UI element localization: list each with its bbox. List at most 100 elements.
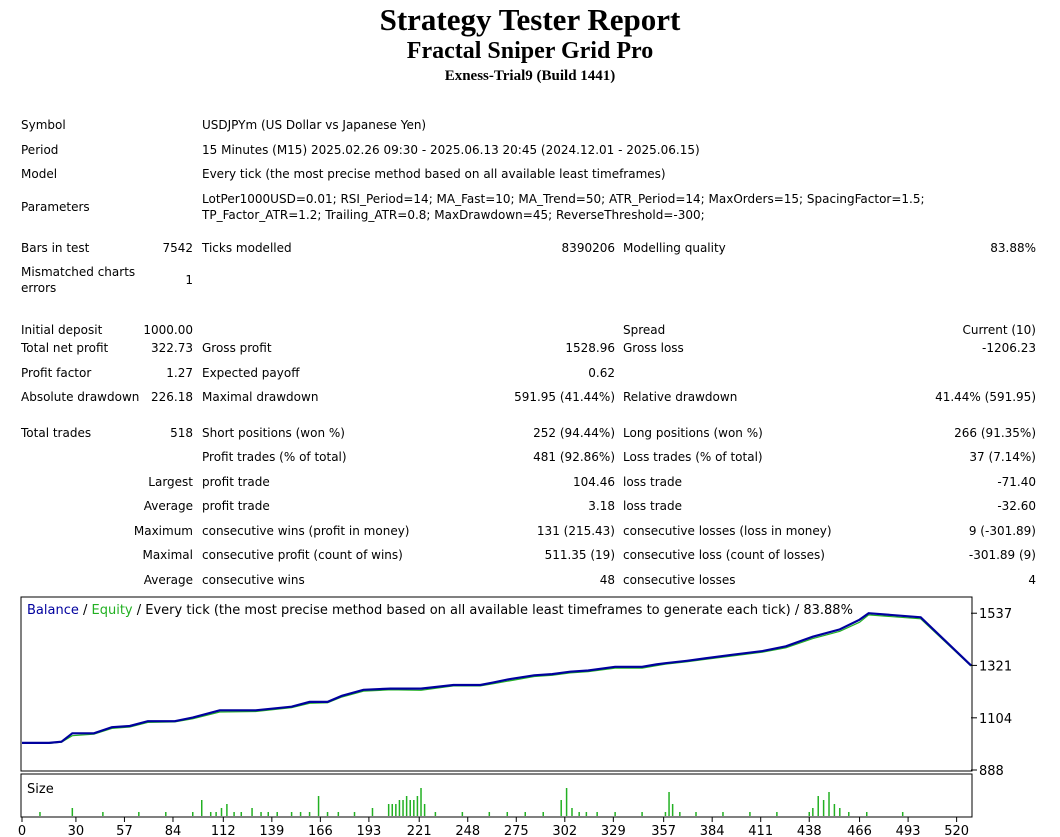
volume-label: Size	[27, 782, 54, 797]
gross-loss-label: Gross loss	[623, 341, 684, 355]
period-label: Period	[21, 143, 59, 157]
server-build: Exness-Trial9 (Build 1441)	[444, 68, 616, 84]
avg-cons-losses-value: 4	[1028, 573, 1036, 587]
y-tick-label: 888	[979, 764, 1004, 779]
abs-dd-label: Absolute drawdown	[21, 390, 140, 404]
largest-profit-value: 104.46	[573, 475, 615, 489]
report-title: Strategy Tester Report	[379, 2, 681, 37]
x-tick-label: 57	[116, 824, 133, 837]
chart-main-frame	[20, 596, 973, 772]
x-tick-label: 84	[165, 824, 182, 837]
loss-trades-value: 37 (7.14%)	[969, 450, 1036, 464]
ticks-label: Ticks modelled	[202, 241, 292, 255]
net-profit-value: 322.73	[151, 341, 193, 355]
maximal-cons-loss-label: consecutive loss (count of losses)	[623, 548, 825, 562]
x-tick-label: 384	[700, 824, 725, 837]
model-label: Model	[21, 167, 58, 181]
legend-balance: Balance	[27, 603, 79, 618]
maximum-label: Maximum	[133, 524, 193, 538]
maximal-cons-profit-label: consecutive profit (count of wins)	[202, 548, 403, 562]
ticks-value: 8390206	[561, 241, 615, 255]
mismatch-label-1: Mismatched charts	[21, 265, 136, 279]
legend-sep: /	[79, 603, 92, 618]
spread-value: Current (10)	[962, 323, 1036, 337]
parameters-label: Parameters	[21, 200, 90, 214]
gross-loss-value: -1206.23	[982, 341, 1036, 355]
avg-cons-losses-label: consecutive losses	[623, 573, 736, 587]
x-tick-label: 275	[504, 824, 529, 837]
rel-dd-label: Relative drawdown	[623, 390, 738, 404]
x-tick-label: 357	[651, 824, 676, 837]
x-tick-label: 221	[407, 824, 432, 837]
x-tick-label: 166	[308, 824, 333, 837]
expected-payoff-value: 0.62	[588, 366, 615, 380]
y-tick-label: 1321	[979, 659, 1012, 674]
x-tick-label: 112	[211, 824, 236, 837]
largest-loss-label: loss trade	[623, 475, 682, 489]
rel-dd-value: 41.44% (591.95)	[935, 390, 1036, 404]
x-tick-label: 30	[68, 824, 85, 837]
maximal-cons-profit-value: 511.35 (19)	[544, 548, 615, 562]
chart-legend: Balance / Equity / Every tick (the most …	[27, 603, 853, 618]
legend-description: / Every tick (the most precise method ba…	[133, 603, 853, 618]
bars-label: Bars in test	[21, 241, 90, 255]
max-dd-value: 591.95 (41.44%)	[514, 390, 615, 404]
max-dd-label: Maximal drawdown	[202, 390, 319, 404]
initial-deposit-label: Initial deposit	[21, 323, 103, 337]
abs-dd-value: 226.18	[151, 390, 193, 404]
avg-label: Average	[143, 573, 193, 587]
average-loss-label: loss trade	[623, 499, 682, 513]
balance-equity-chart: Balance / Equity / Every tick (the most …	[18, 596, 1012, 837]
model-value: Every tick (the most precise method base…	[202, 167, 666, 181]
max-cons-wins-value: 131 (215.43)	[536, 524, 615, 538]
avg-cons-wins-value: 48	[599, 573, 615, 587]
largest-loss-value: -71.40	[997, 475, 1036, 489]
x-tick-label: 329	[601, 824, 626, 837]
expert-name: Fractal Sniper Grid Pro	[406, 38, 654, 64]
short-value: 252 (94.44%)	[533, 426, 615, 440]
largest-label: Largest	[148, 475, 193, 489]
average-profit-value: 3.18	[588, 499, 615, 513]
mismatch-label-2: errors	[21, 281, 57, 295]
avg-cons-wins-label: consecutive wins	[202, 573, 305, 587]
quality-value: 83.88%	[990, 241, 1036, 255]
y-tick-label: 1104	[979, 712, 1012, 727]
short-label: Short positions (won %)	[202, 426, 345, 440]
max-cons-losses-label: consecutive losses (loss in money)	[623, 524, 832, 538]
profit-trades-label: Profit trades (% of total)	[202, 450, 347, 464]
x-tick-label: 466	[847, 824, 872, 837]
max-cons-wins-label: consecutive wins (profit in money)	[202, 524, 410, 538]
average-label: Average	[143, 499, 193, 513]
long-label: Long positions (won %)	[623, 426, 763, 440]
gross-profit-label: Gross profit	[202, 341, 272, 355]
symbol-value: USDJPYm (US Dollar vs Japanese Yen)	[202, 118, 427, 132]
symbol-label: Symbol	[21, 118, 66, 132]
mismatch-value: 1	[185, 273, 193, 287]
x-tick-label: 520	[944, 824, 969, 837]
average-loss-value: -32.60	[997, 499, 1036, 513]
bars-value: 7542	[162, 241, 193, 255]
maximal-cons-loss-value: -301.89 (9)	[968, 548, 1036, 562]
initial-deposit-value: 1000.00	[143, 323, 193, 337]
x-tick-label: 193	[356, 824, 381, 837]
x-tick-label: 248	[455, 824, 480, 837]
loss-trades-label: Loss trades (% of total)	[623, 450, 763, 464]
net-profit-label: Total net profit	[21, 341, 109, 355]
y-tick-label: 1537	[979, 607, 1012, 622]
profit-factor-value: 1.27	[166, 366, 193, 380]
legend-equity: Equity	[92, 603, 133, 618]
max-cons-losses-value: 9 (-301.89)	[968, 524, 1036, 538]
maximal-label: Maximal	[142, 548, 193, 562]
x-tick-label: 438	[797, 824, 822, 837]
average-profit-label: profit trade	[202, 499, 270, 513]
x-tick-label: 302	[552, 824, 577, 837]
profit-factor-label: Profit factor	[21, 366, 92, 380]
parameters-line-1: LotPer1000USD=0.01; RSI_Period=14; MA_Fa…	[202, 192, 925, 206]
x-tick-label: 411	[748, 824, 773, 837]
gross-profit-value: 1528.96	[565, 341, 615, 355]
spread-label: Spread	[623, 323, 666, 337]
balance-series-line	[22, 612, 972, 744]
profit-trades-value: 481 (92.86%)	[533, 450, 615, 464]
largest-profit-label: profit trade	[202, 475, 270, 489]
long-value: 266 (91.35%)	[954, 426, 1036, 440]
